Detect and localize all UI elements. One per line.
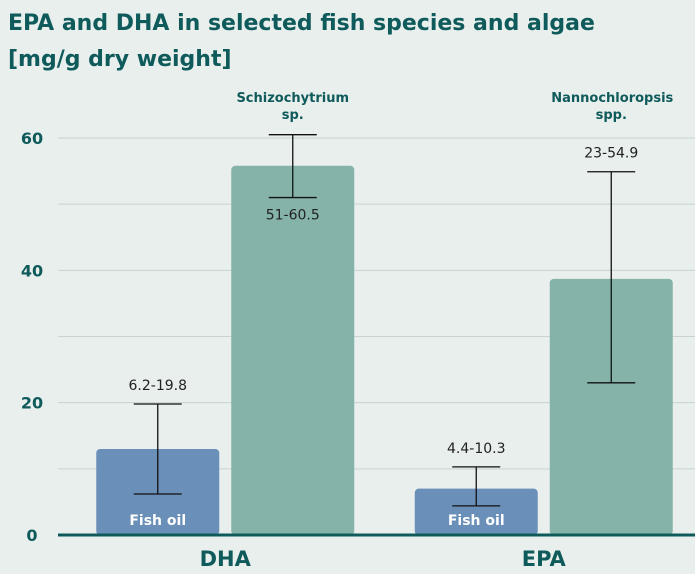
bar	[549, 278, 673, 535]
y-tick-label: 60	[21, 129, 43, 148]
y-tick-label: 20	[21, 394, 43, 413]
x-tick-label: EPA	[522, 547, 567, 571]
bar	[231, 165, 355, 536]
bar-label: Schizochytrium sp.	[236, 91, 350, 123]
chart-title: EPA and DHA in selected fish species and…	[8, 11, 595, 72]
x-tick-label: DHA	[200, 547, 252, 571]
range-label: 6.2-19.8	[129, 378, 188, 394]
bar-label: Fish oil	[129, 513, 186, 529]
y-tick-label: 40	[21, 261, 43, 280]
bar-label: Fish oil	[448, 513, 505, 529]
range-label: 23-54.9	[584, 146, 638, 162]
bar	[414, 488, 538, 535]
bar-label: Nannochloropsis spp.	[551, 91, 674, 123]
range-label: 4.4-10.3	[447, 441, 506, 457]
range-label: 51-60.5	[266, 208, 320, 224]
y-tick-label: 0	[26, 526, 37, 545]
